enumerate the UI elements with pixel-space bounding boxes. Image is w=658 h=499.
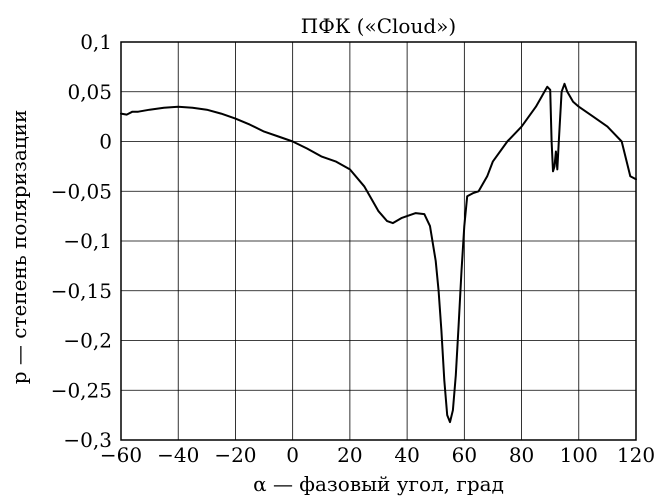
x-tick-label: 40	[394, 443, 419, 467]
x-tick-label: 120	[617, 443, 655, 467]
y-tick-label: −0,25	[51, 378, 112, 402]
plot-frame	[120, 41, 637, 441]
y-tick-labels: 0,1 0,05 0 −0,05 −0,1 −0,15 −0,2 −0,25 −0,3	[51, 30, 112, 452]
y-tick-label: −0,1	[63, 229, 112, 253]
x-tick-label: 60	[452, 443, 477, 467]
grid	[120, 41, 637, 441]
y-tick-label: −0,2	[63, 329, 112, 353]
y-axis-title: p — степень поляризации	[7, 110, 31, 385]
y-tick-label: −0,15	[51, 279, 112, 303]
x-tick-label: 0	[286, 443, 299, 467]
y-tick-label: −0,3	[63, 428, 112, 452]
x-tick-label: 80	[509, 443, 534, 467]
x-tick-label: 20	[337, 443, 362, 467]
y-tick-label: 0	[99, 130, 112, 154]
x-tick-labels: −60 −40 −20 0 20 40 60 80 100 120	[100, 443, 655, 467]
series-line	[120, 82, 637, 424]
y-tick-label: 0,05	[67, 80, 112, 104]
x-tick-label: −20	[214, 443, 256, 467]
chart-title: ПФК («Cloud»)	[301, 14, 456, 38]
x-tick-label: 100	[560, 443, 598, 467]
x-tick-label: −60	[100, 443, 142, 467]
y-tick-label: 0,1	[80, 30, 112, 54]
x-axis-title: α — фазовый угол, град	[253, 472, 504, 496]
y-tick-label: −0,05	[51, 179, 112, 203]
x-tick-label: −40	[157, 443, 199, 467]
